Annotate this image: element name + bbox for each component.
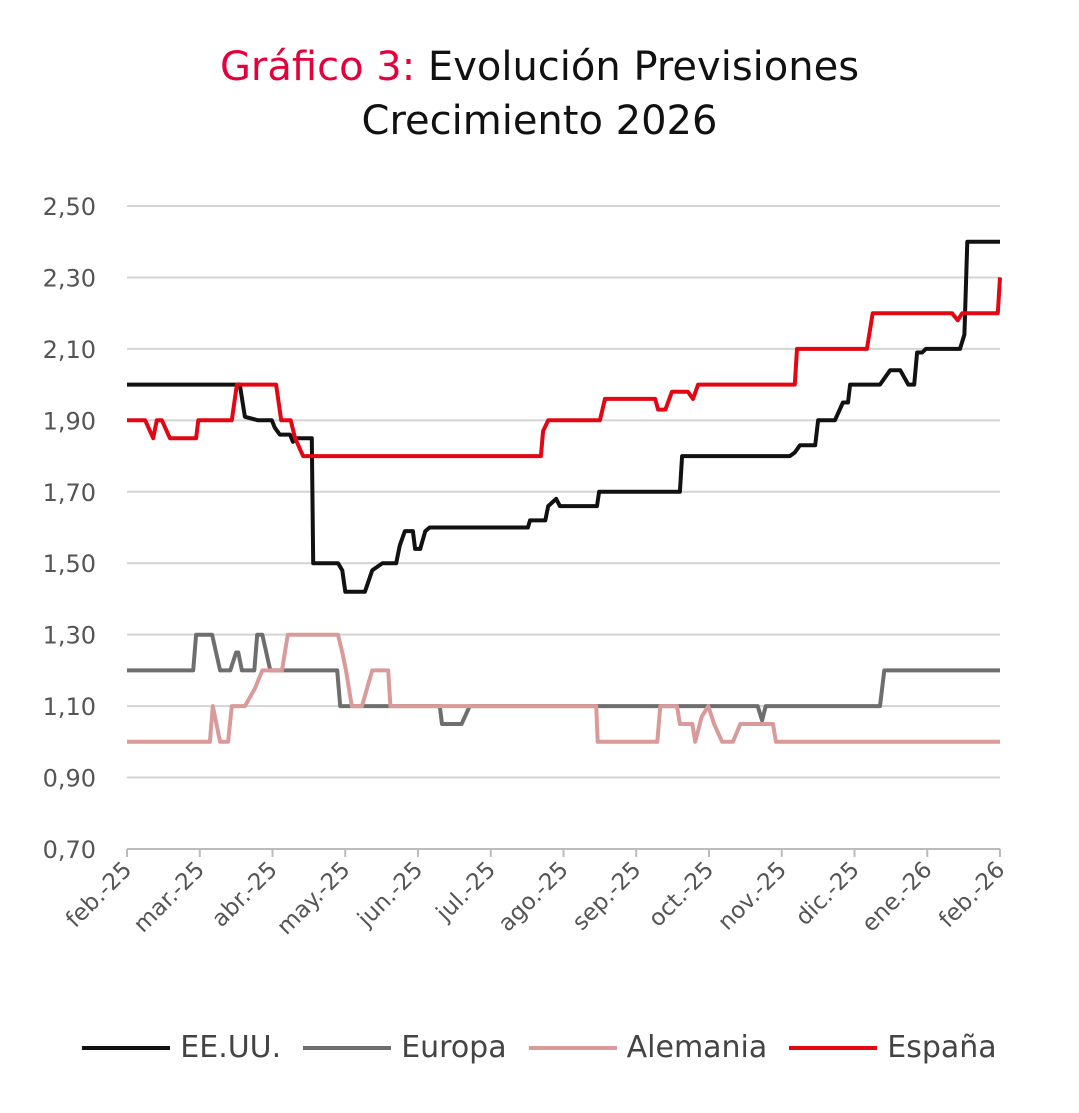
legend-swatch <box>82 1045 171 1050</box>
legend-item: España <box>789 1030 997 1065</box>
legend-item: EE.UU. <box>82 1030 281 1065</box>
x-tick-label: nov.-25 <box>713 857 792 936</box>
title-accent: Gráfico 3: <box>219 44 416 90</box>
x-tick-label: sep.-25 <box>568 857 647 936</box>
x-tick-label: feb.-25 <box>61 857 137 933</box>
x-tick-label: may.-25 <box>272 857 355 940</box>
title-line2: Crecimiento 2026 <box>361 98 718 144</box>
series-line-españa <box>127 277 1002 459</box>
legend-label: España <box>887 1030 997 1065</box>
x-tick-label: ene.-26 <box>857 857 937 937</box>
line-chart: 0,70 0,90 1,10 1,30 1,50 1,70 1,90 2,10 2,30 2,50… <box>43 193 1011 940</box>
y-tick-label: 2,50 <box>43 193 96 221</box>
chart-title: Gráfico 3: Evolución Previsiones Crecimi… <box>0 40 1079 148</box>
series-line-alemania <box>127 632 1000 744</box>
legend-label: EE.UU. <box>180 1030 282 1065</box>
y-tick-label: 0,90 <box>43 765 96 793</box>
y-tick-label: 1,10 <box>43 693 96 721</box>
x-tick-label: jun.-25 <box>352 857 428 933</box>
legend-swatch <box>789 1045 878 1050</box>
y-tick-label: 0,70 <box>43 836 96 864</box>
legend-label: Alemania <box>626 1030 768 1065</box>
x-tick-label: ago.-25 <box>494 857 574 937</box>
series-line-eeuu <box>127 239 1000 594</box>
y-tick-label: 1,30 <box>43 622 96 650</box>
x-tick-label: dic.-25 <box>791 857 865 931</box>
x-tick-label: feb.-26 <box>934 857 1010 933</box>
legend: EE.UU. Europa Alemania España <box>0 1030 1079 1065</box>
x-tick-label: oct.-25 <box>644 857 719 932</box>
legend-label: Europa <box>401 1030 507 1065</box>
legend-item: Europa <box>303 1030 507 1065</box>
legend-swatch <box>528 1045 617 1050</box>
title-line1: Evolución Previsiones <box>415 44 860 90</box>
x-tick-label: abr.-25 <box>207 857 283 933</box>
y-tick-label: 2,10 <box>43 336 96 364</box>
y-tick-label: 1,70 <box>43 479 96 507</box>
y-tick-label: 1,50 <box>43 550 96 578</box>
x-tick-label: mar.-25 <box>129 857 210 938</box>
legend-swatch <box>303 1045 392 1050</box>
legend-item: Alemania <box>528 1030 768 1065</box>
y-tick-label: 2,30 <box>43 264 96 292</box>
x-tick-label: jul.-25 <box>431 857 501 927</box>
y-tick-label: 1,90 <box>43 407 96 435</box>
